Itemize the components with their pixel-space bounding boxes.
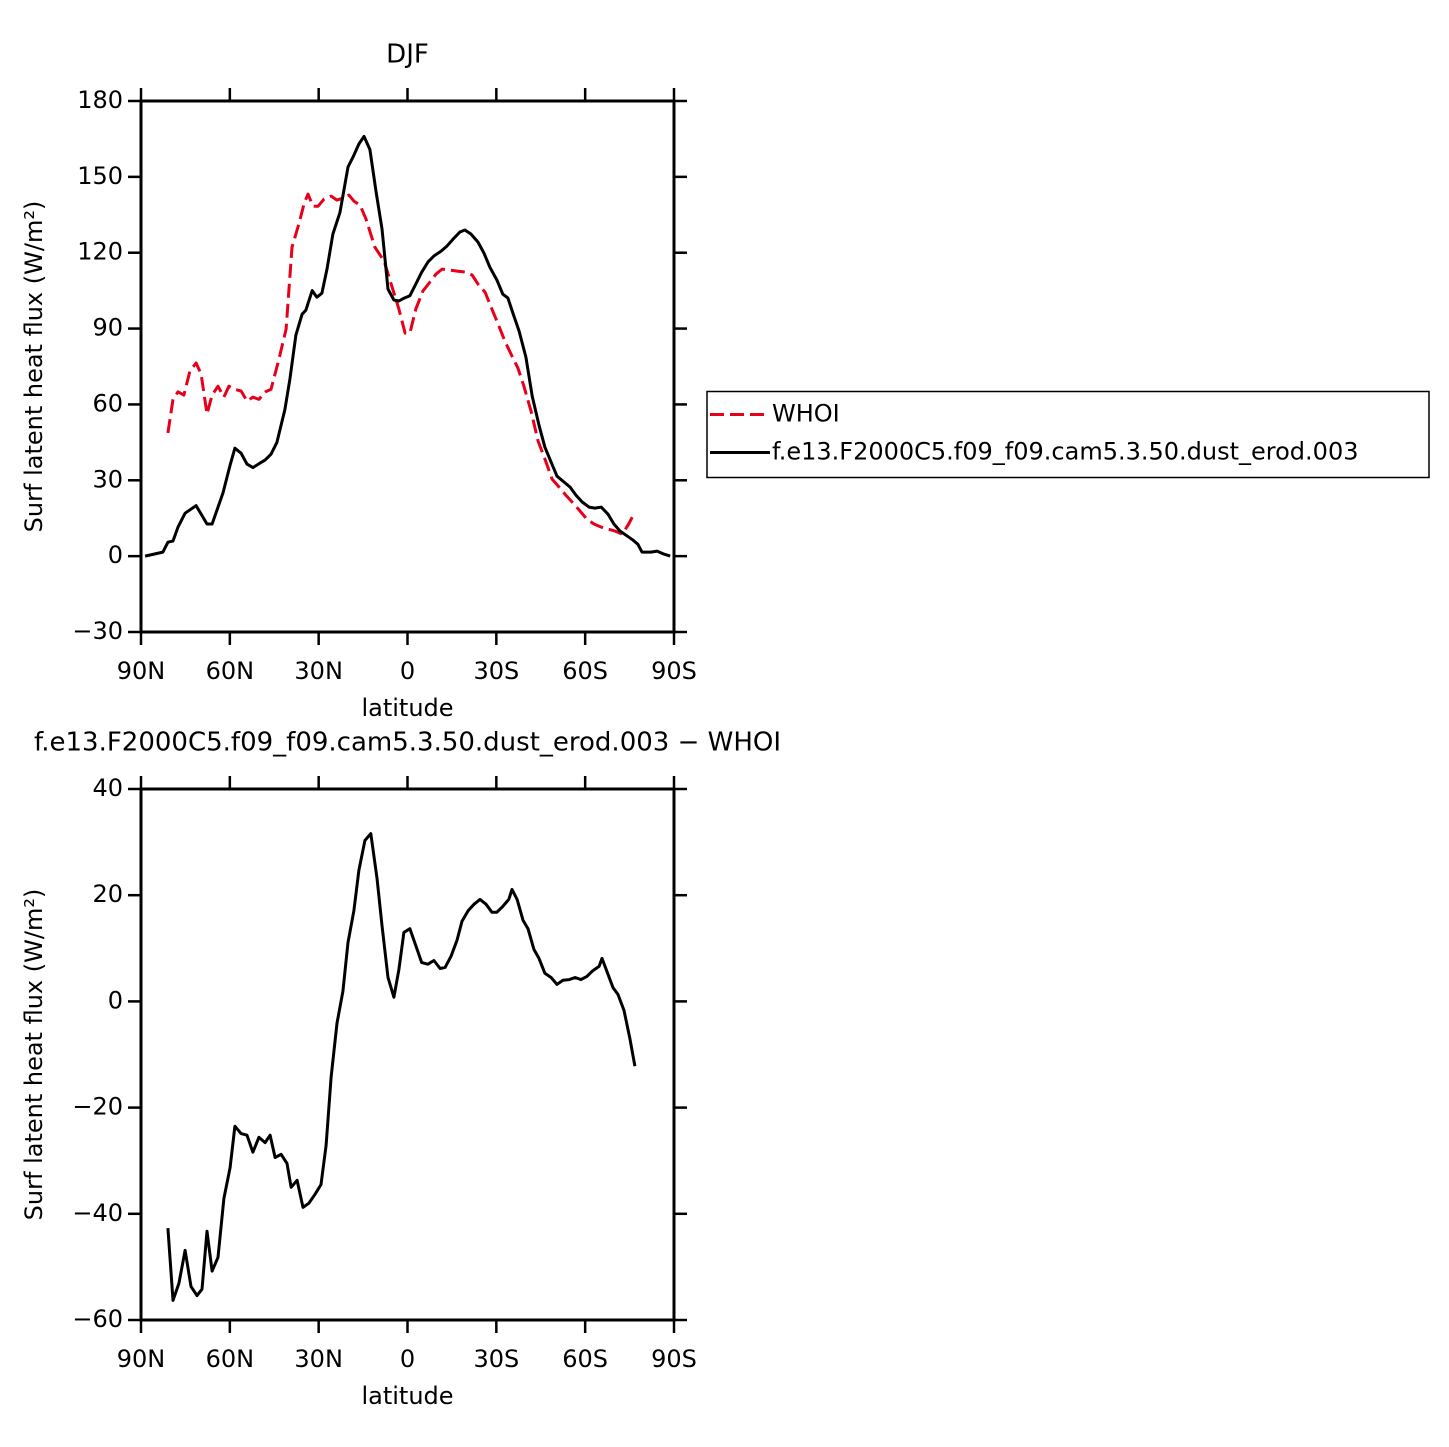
legend-label: f.e13.F2000C5.f09_f09.cam5.3.50.dust_ero…	[772, 438, 1358, 466]
y-axis-label: Surf latent heat flux (W/m²)	[20, 889, 48, 1221]
x-tick-label: 30S	[473, 657, 519, 685]
plot-frame	[139, 787, 676, 1322]
chart-title: f.e13.F2000C5.f09_f09.cam5.3.50.dust_ero…	[34, 728, 781, 758]
chart-title: DJF	[386, 40, 429, 70]
y-tick-label: 180	[77, 86, 123, 114]
x-tick-label: 90S	[651, 1345, 697, 1373]
y-tick-label: −30	[72, 617, 123, 645]
x-tick-label: 0	[400, 657, 415, 685]
x-tick-label: 30N	[294, 657, 343, 685]
x-tick-label: 60N	[206, 1345, 255, 1373]
y-tick-label: 20	[92, 880, 123, 908]
y-tick-label: 90	[92, 314, 123, 342]
y-axis-label: Surf latent heat flux (W/m²)	[20, 201, 48, 533]
x-tick-label: 90S	[651, 657, 697, 685]
data-line	[144, 134, 671, 558]
x-tick-label: 30S	[473, 1345, 519, 1373]
x-tick-label: 60S	[562, 1345, 608, 1373]
x-axis-label: latitude	[361, 694, 453, 722]
y-tick-label: 60	[92, 389, 123, 417]
data-line	[166, 192, 637, 536]
y-tick-label: 120	[77, 238, 123, 266]
y-tick-label: 0	[108, 541, 123, 569]
x-tick-label: 60N	[206, 657, 255, 685]
legend-label: WHOI	[772, 400, 840, 428]
legend-box	[706, 390, 1430, 479]
x-tick-label: 30N	[294, 1345, 343, 1373]
y-tick-label: 0	[108, 986, 123, 1014]
x-tick-label: 90N	[117, 657, 166, 685]
x-tick-label: 90N	[117, 1345, 166, 1373]
y-tick-label: −40	[72, 1199, 123, 1227]
data-line	[166, 832, 637, 1302]
plot-frame	[139, 99, 676, 634]
x-axis-label: latitude	[361, 1382, 453, 1410]
y-tick-label: −60	[72, 1305, 123, 1333]
x-tick-label: 60S	[562, 657, 608, 685]
y-tick-label: −20	[72, 1093, 123, 1121]
y-tick-label: 30	[92, 465, 123, 493]
x-tick-label: 0	[400, 1345, 415, 1373]
y-tick-label: 150	[77, 162, 123, 190]
y-tick-label: 40	[92, 774, 123, 802]
